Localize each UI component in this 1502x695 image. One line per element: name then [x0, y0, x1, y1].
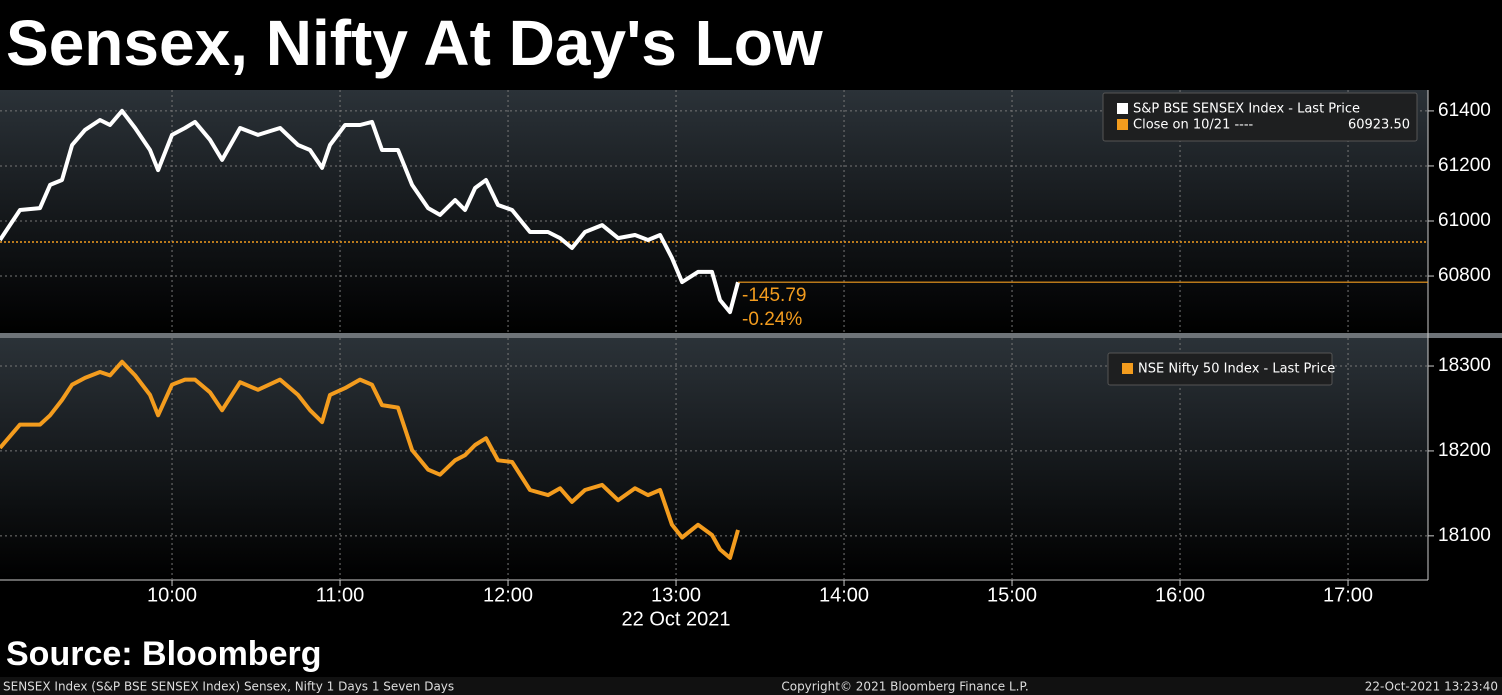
legend-label: NSE Nifty 50 Index - Last Price [1138, 362, 1335, 377]
legend-box [1102, 92, 1418, 142]
footer-right: 22-Oct-2021 13:23:40 [1365, 680, 1498, 694]
x-tick-label: 10:00 [147, 584, 197, 606]
y-tick-label: 18100 [1438, 525, 1491, 546]
y-tick-label: 61000 [1438, 210, 1491, 231]
legend-label: S&P BSE SENSEX Index - Last Price [1133, 102, 1360, 117]
x-tick-label: 13:00 [651, 584, 701, 606]
footer-bar [0, 677, 1502, 695]
x-axis-label: 22 Oct 2021 [622, 608, 731, 630]
y-tick-label: 18300 [1438, 355, 1491, 376]
panel-divider [0, 333, 1502, 338]
y-tick-label: 61400 [1438, 100, 1491, 121]
legend-swatch [1117, 103, 1128, 114]
x-tick-label: 16:00 [1155, 584, 1205, 606]
y-tick-label: 60800 [1438, 265, 1491, 286]
legend-swatch [1117, 119, 1128, 130]
x-tick-label: 15:00 [987, 584, 1037, 606]
x-tick-label: 12:00 [483, 584, 533, 606]
change-label: -145.79 [742, 285, 806, 306]
legend-label: Close on 10/21 ---- [1133, 118, 1254, 133]
y-tick-label: 61200 [1438, 155, 1491, 176]
legend-swatch [1122, 363, 1133, 374]
legend-value: 60923.50 [1348, 118, 1410, 133]
price-line [0, 359, 740, 560]
source: Source: Bloomberg [6, 635, 321, 673]
x-tick-label: 17:00 [1323, 584, 1373, 606]
change-label: -0.24% [742, 309, 802, 330]
headline: Sensex, Nifty At Day's Low [6, 7, 823, 79]
footer-left: SENSEX Index (S&P BSE SENSEX Index) Sens… [3, 680, 454, 694]
x-tick-label: 14:00 [819, 584, 869, 606]
footer-center: Copyright© 2021 Bloomberg Finance L.P. [781, 680, 1028, 694]
x-tick-label: 11:00 [316, 584, 365, 606]
y-tick-label: 18200 [1438, 440, 1491, 461]
legend-box [1107, 352, 1333, 386]
price-line [0, 108, 740, 315]
